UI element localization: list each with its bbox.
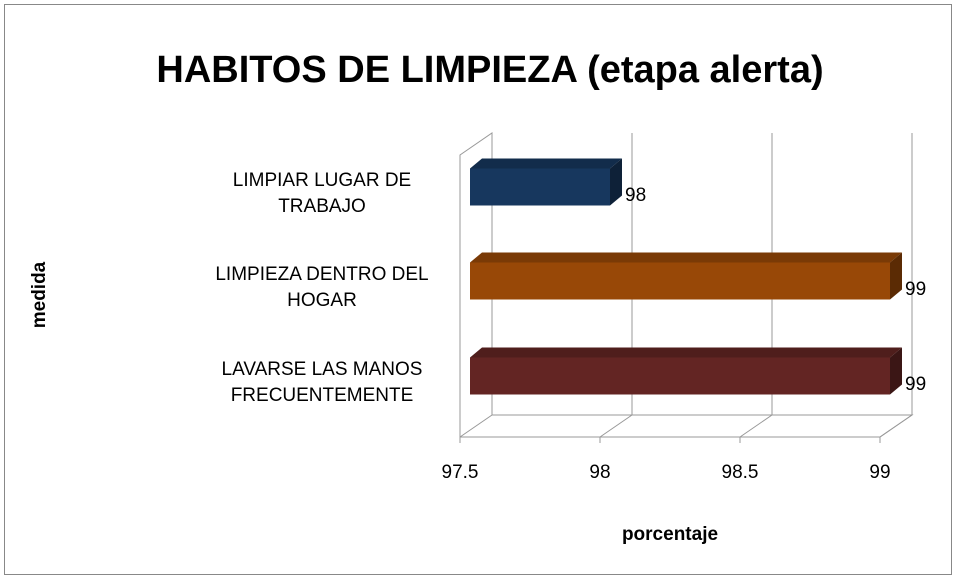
value-label: 99: [905, 279, 926, 300]
bar: [470, 158, 622, 206]
y-axis-title: medida: [29, 261, 50, 328]
bar-front: [470, 262, 890, 300]
bar-front: [470, 168, 610, 206]
bar-side: [890, 252, 902, 300]
grid-line: [739, 133, 773, 438]
grid-line: [879, 133, 913, 438]
bar-top: [470, 347, 902, 358]
bar-top: [470, 158, 622, 169]
bar-side: [610, 158, 622, 206]
grid-line: [459, 133, 493, 438]
bar-top: [470, 252, 902, 263]
bar-front: [470, 357, 890, 395]
bar: [470, 252, 902, 300]
grid-line: [599, 133, 633, 438]
bar: [470, 347, 902, 395]
x-tick-label: 98: [589, 462, 610, 483]
y-tick-label: LAVARSE LAS MANOS FRECUENTEMENTE: [221, 359, 423, 406]
value-label: 98: [625, 185, 646, 206]
x-tick-label: 97.5: [442, 462, 479, 483]
bar-side: [890, 347, 902, 395]
x-axis-title: porcentaje: [622, 524, 718, 545]
x-tick-label: 98.5: [722, 462, 759, 483]
y-tick-label: LIMPIEZA DENTRO DEL HOGAR: [215, 264, 429, 311]
x-tick-label: 99: [869, 462, 890, 483]
chart-title: HABITOS DE LIMPIEZA (etapa alerta): [156, 49, 823, 91]
y-tick-label: LIMPIAR LUGAR DE TRABAJO: [232, 170, 412, 217]
value-label: 99: [905, 374, 926, 395]
